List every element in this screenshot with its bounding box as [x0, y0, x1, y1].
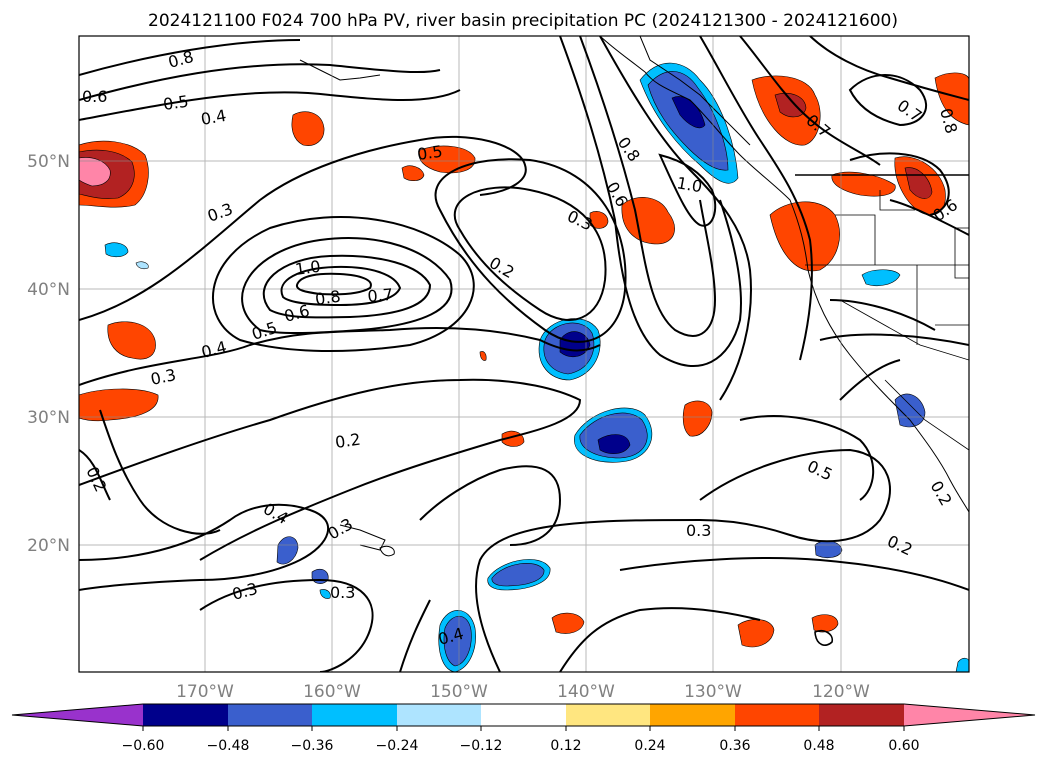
- colorbar-tick-label: −0.36: [291, 738, 334, 754]
- contour-label: 0.4: [199, 106, 227, 129]
- contour-label: 0.3: [149, 365, 178, 389]
- contour-label: 0.7: [367, 285, 394, 306]
- colorbar-tick-label: 0.60: [888, 738, 919, 754]
- lon-label: 120°W: [812, 682, 870, 702]
- lon-label: 130°W: [684, 682, 742, 702]
- lon-label: 140°W: [557, 682, 615, 702]
- precip-patch: [479, 351, 487, 361]
- precip-patch: [682, 400, 713, 437]
- contour-label: 0.5: [416, 142, 444, 164]
- precip-patch: [79, 157, 111, 187]
- colorbar-segment: [312, 704, 397, 726]
- precip-patch: [107, 321, 156, 360]
- contour-label: 1.0: [294, 257, 322, 279]
- colorbar: −0.60 −0.48 −0.36 −0.24 −0.12 0.12 0.24 …: [11, 703, 1036, 754]
- precip-negative-shading: [104, 62, 969, 672]
- precip-patch: [861, 269, 901, 286]
- colorbar-tick-label: 0.48: [803, 738, 834, 754]
- colorbar-segment: [904, 704, 1035, 726]
- colorbar-tick-label: −0.60: [122, 738, 165, 754]
- contour-label: 1.0: [675, 173, 703, 196]
- colorbar-segment: [12, 704, 143, 726]
- precip-patch: [491, 563, 545, 587]
- contour-label: 0.3: [330, 583, 355, 602]
- contour-label: 0.2: [334, 430, 362, 452]
- pv-contours: [79, 36, 969, 672]
- precip-patch: [551, 612, 585, 634]
- lat-label: 50°N: [27, 152, 70, 172]
- colorbar-tick-label: −0.12: [460, 738, 503, 754]
- coastlines: [299, 36, 969, 646]
- plot-area: 0.8 0.6 0.5 0.4 0.3 1.0 0.8 0.7 0.6 0.5 …: [79, 36, 969, 672]
- colorbar-tick-label: −0.48: [207, 738, 250, 754]
- colorbar-tick-label: 0.12: [550, 738, 581, 754]
- contour-label: 0.6: [82, 87, 107, 106]
- precip-patch: [291, 111, 325, 146]
- precip-patch: [769, 201, 840, 272]
- precip-patch: [104, 242, 129, 258]
- lon-label: 170°W: [176, 682, 234, 702]
- contour-label: 0.3: [686, 521, 711, 540]
- lat-label: 20°N: [27, 536, 70, 556]
- lat-axis-labels: 50°N 40°N 30°N 20°N: [27, 152, 70, 556]
- precip-patch: [276, 536, 299, 565]
- map-title: 2024121100 F024 700 hPa PV, river basin …: [148, 11, 898, 31]
- lat-label: 30°N: [27, 408, 70, 428]
- colorbar-segment: [481, 704, 566, 726]
- precip-patch: [401, 165, 425, 181]
- gridlines: [79, 36, 969, 672]
- plot-frame: [78, 35, 970, 673]
- precip-patch: [774, 92, 807, 118]
- precip-patch: [418, 145, 476, 174]
- precip-patch: [597, 434, 631, 454]
- precip-patch: [831, 171, 896, 197]
- precip-patch: [311, 568, 329, 584]
- contour-label: 0.5: [162, 92, 190, 114]
- precip-patch: [135, 261, 149, 270]
- precip-patch: [934, 72, 969, 126]
- precip-patch: [319, 589, 331, 599]
- precip-patch: [955, 657, 969, 672]
- colorbar-tick-label: −0.24: [376, 738, 419, 754]
- contour-label: 0.8: [314, 287, 342, 309]
- precip-positive-shading: [79, 72, 969, 648]
- colorbar-segment: [397, 704, 481, 726]
- colorbar-tick-label: 0.24: [634, 738, 665, 754]
- colorbar-segment: [566, 704, 650, 726]
- precip-patch: [737, 619, 775, 648]
- lon-label: 160°W: [303, 682, 361, 702]
- precip-patch: [79, 388, 159, 422]
- colorbar-segment: [819, 704, 904, 726]
- lat-label: 40°N: [27, 280, 70, 300]
- colorbar-segment: [228, 704, 312, 726]
- colorbar-segment: [735, 704, 819, 726]
- political-borders: [795, 174, 969, 451]
- colorbar-tick-label: 0.36: [719, 738, 750, 754]
- colorbar-segment: [143, 704, 228, 726]
- lon-axis-labels: 170°W 160°W 150°W 140°W 130°W 120°W: [176, 682, 870, 702]
- precip-patch: [894, 393, 926, 428]
- colorbar-segment: [650, 704, 735, 726]
- lon-label: 150°W: [430, 682, 488, 702]
